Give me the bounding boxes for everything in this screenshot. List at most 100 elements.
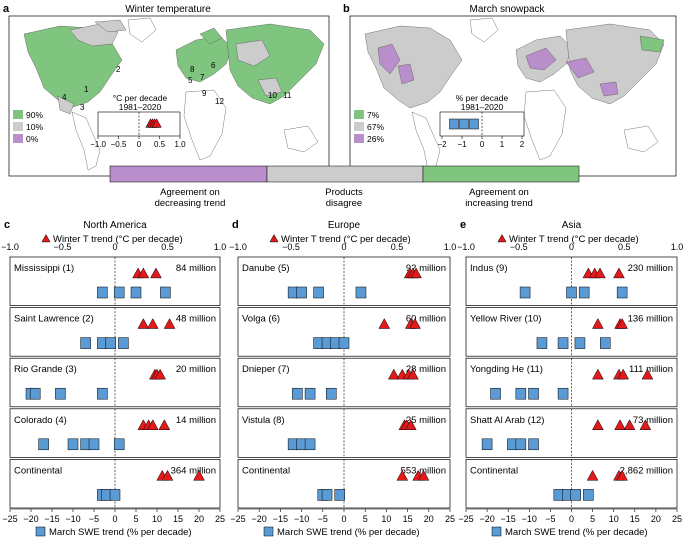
legend-triangle-icon [41, 233, 51, 243]
swe-square [304, 387, 316, 400]
swe-square [130, 286, 142, 299]
bottom-tick-label: 25 [672, 514, 682, 524]
basin-row: Rio Grande (3) 20 million [9, 357, 221, 408]
basin-population: 28 million [406, 364, 446, 375]
map-panel-a: a Winter temperature 1 2 [3, 3, 330, 177]
winter-t-triangle [161, 469, 174, 481]
map-inset: °C per decade 1981–2020 −1.0 −0.5 0 0.5 1.0 [90, 93, 186, 149]
swe-square [566, 286, 577, 299]
world-map [23, 17, 325, 171]
top-tick-label: 0 [341, 242, 346, 252]
basin-row: Volga (6) 60 million [237, 307, 451, 357]
bottom-tick-label: −15 [501, 514, 516, 524]
bottom-tick-label: −10 [522, 514, 537, 524]
inset-marks: −2 −1 0 1 2 [437, 112, 525, 149]
swe-square [515, 438, 527, 451]
legend-label: 10% [26, 122, 43, 132]
region-number-1: 1 [84, 85, 89, 94]
basin-name: Indus (9) [470, 263, 508, 274]
region-numbers: 1 2 3 4 5 6 7 8 9 10 11 12 [62, 61, 292, 112]
swe-square [80, 337, 91, 349]
region-number-8: 8 [190, 65, 195, 74]
bottom-tick-label: 10 [152, 514, 162, 524]
inset-title: °C per decade [113, 93, 168, 103]
winter-t-triangle [407, 368, 419, 380]
colorbar-label: decreasing trend [155, 198, 226, 209]
swe-square [536, 337, 548, 349]
legend-label: 26% [367, 134, 384, 144]
bottom-tick-label: 15 [403, 514, 413, 524]
top-axis-label: Winter T trend (°C per decade) [509, 234, 639, 245]
bottom-tick-label: −20 [479, 514, 494, 524]
basin-population: 92 million [406, 263, 446, 274]
bottom-tick-label: −10 [294, 514, 309, 524]
bottom-tick-label: −15 [44, 514, 59, 524]
basin-population: 230 million [628, 263, 673, 274]
bottom-tick-label: 15 [630, 514, 640, 524]
legend-swatch-grey [13, 122, 23, 131]
basin-population: 136 million [628, 314, 673, 325]
basin-name: Yellow River (10) [470, 314, 541, 325]
swe-square [113, 438, 125, 451]
panel-letter: b [343, 3, 350, 15]
top-axis-legend: Winter T trend (°C per decade) [269, 233, 411, 245]
bottom-tick-label: −25 [230, 514, 245, 524]
basin-name: Shatt Al Arab (12) [470, 415, 544, 426]
basin-panel-e: e Asia Winter T trend (°C per decade) −1.0 −… [457, 219, 683, 538]
basin-population: 60 million [406, 314, 446, 325]
panel-title: Asia [562, 220, 582, 231]
colorbar-label: Agreement on [469, 187, 529, 198]
basin-panel-c: c North America Winter T trend (°C per dec… [1, 219, 226, 538]
swe-square [160, 286, 171, 299]
bottom-tick-label: −10 [65, 514, 80, 524]
top-tick-label: −0.5 [282, 242, 300, 252]
inset-tick-label: 2 [520, 140, 525, 149]
basin-name: Continental [14, 465, 62, 476]
basin-row: Continental 364 million [9, 459, 221, 509]
top-tick-label: 0.5 [618, 242, 631, 252]
swe-square [67, 438, 79, 451]
colorbar-label: Agreement on [160, 187, 220, 198]
winter-t-triangle [623, 419, 636, 430]
legend-swatch-purple [13, 134, 23, 143]
inset-square-marker [469, 118, 479, 130]
world-map [364, 17, 665, 171]
winter-t-triangle [154, 368, 166, 380]
bottom-tick-label: 25 [445, 514, 455, 524]
inset-tick-label: 1 [500, 140, 505, 149]
colorbar-label: increasing trend [465, 198, 533, 209]
winter-t-triangle [150, 267, 162, 279]
map-legend: 7% 67% 26% [354, 110, 384, 144]
basin-row: Mississippi (1) 84 million [9, 256, 221, 306]
swe-square [113, 286, 125, 299]
colorbar-label: Products [325, 187, 363, 198]
bottom-axis-label: March SWE trend (% per decade) [505, 527, 648, 538]
swe-square [583, 489, 594, 501]
region-number-9: 9 [202, 89, 207, 98]
region-number-4: 4 [62, 93, 67, 102]
inset-square-marker [449, 118, 459, 130]
swe-square [29, 387, 41, 400]
top-tick-label: −1.0 [457, 242, 475, 252]
swe-square [296, 286, 307, 299]
basin-panel-d: d Europe Winter T trend (°C per decade) −1.… [229, 219, 456, 538]
inset-marks: −1.0 −0.5 0 0.5 1.0 [90, 112, 186, 149]
panel-title: Europe [328, 220, 361, 231]
colorbar-purple [109, 165, 268, 183]
basin-row: Saint Lawrence (2) 48 million [9, 307, 221, 357]
inset-tick-label: 0 [137, 140, 142, 149]
winter-t-triangle [410, 267, 422, 279]
bottom-tick-label: −5 [545, 514, 555, 524]
region-number-2: 2 [116, 65, 121, 74]
region-number-10: 10 [268, 91, 277, 100]
panel-letter: a [3, 3, 10, 15]
basin-population: 2,862 million [620, 465, 673, 476]
region-number-5: 5 [188, 76, 193, 85]
bottom-tick-label: −5 [89, 514, 99, 524]
basin-row: Shatt Al Arab (12) 73 million [465, 408, 678, 458]
legend-triangle-icon [497, 233, 507, 243]
winter-t-triangle [641, 368, 654, 380]
basin-name: Colorado (4) [14, 415, 67, 426]
winter-t-triangle [158, 419, 171, 430]
basin-name: Yongding He (11) [470, 364, 543, 375]
